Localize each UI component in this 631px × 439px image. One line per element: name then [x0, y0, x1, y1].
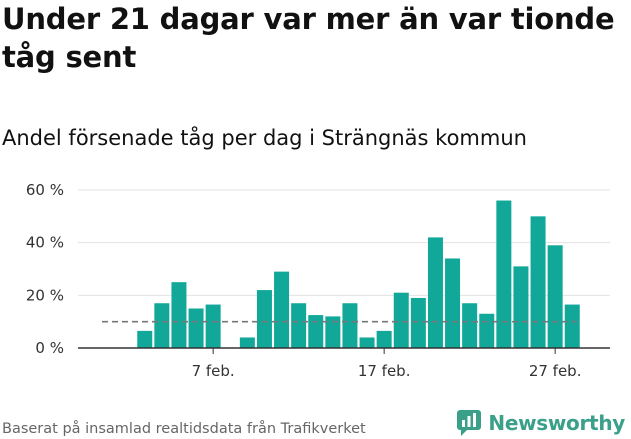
bar [496, 200, 512, 348]
brand-name: Newsworthy [488, 411, 625, 435]
bar [171, 282, 187, 348]
bar [188, 308, 204, 348]
bar [376, 330, 392, 348]
bar [325, 316, 341, 348]
bar [291, 303, 307, 348]
bar [564, 304, 580, 348]
source-note: Baserat på insamlad realtidsdata från Tr… [2, 421, 366, 437]
brand-logo: Newsworthy [456, 408, 625, 438]
y-tick-label: 0 % [35, 339, 64, 357]
bar [342, 303, 358, 348]
bar [462, 303, 478, 348]
y-tick-label: 60 % [26, 181, 64, 199]
bar-chart: 0 % 20 % 40 % 60 % 7 feb. 17 feb. 27 feb. [26, 181, 610, 380]
bar [530, 216, 546, 348]
bar [547, 245, 563, 348]
bar [479, 313, 495, 348]
grid-lines [78, 189, 610, 296]
y-tick-label: 20 % [26, 286, 64, 304]
bar [205, 304, 221, 348]
bar [154, 303, 170, 348]
chart-title: Under 21 dagar var mer än var tionde tåg… [2, 2, 615, 74]
newsworthy-logo-icon [457, 410, 482, 436]
x-tick-label: 7 feb. [192, 362, 235, 380]
bar [137, 330, 153, 348]
bar [445, 258, 461, 348]
x-tick-label: 27 feb. [529, 362, 582, 380]
bar [427, 237, 443, 348]
bar [513, 266, 529, 348]
bar [256, 290, 272, 348]
bar [393, 292, 409, 348]
bar [410, 297, 426, 348]
y-tick-label: 40 % [26, 234, 64, 252]
bar [359, 337, 375, 348]
bar [308, 315, 324, 348]
chart-subtitle: Andel försenade tåg per dag i Strängnäs … [2, 126, 527, 150]
x-tick-label: 17 feb. [358, 362, 411, 380]
bar [239, 337, 255, 348]
bars [137, 200, 580, 348]
y-axis-ticks: 0 % 20 % 40 % 60 % [26, 181, 64, 357]
x-axis-ticks: 7 feb. 17 feb. 27 feb. [192, 348, 582, 380]
bar [274, 271, 290, 348]
